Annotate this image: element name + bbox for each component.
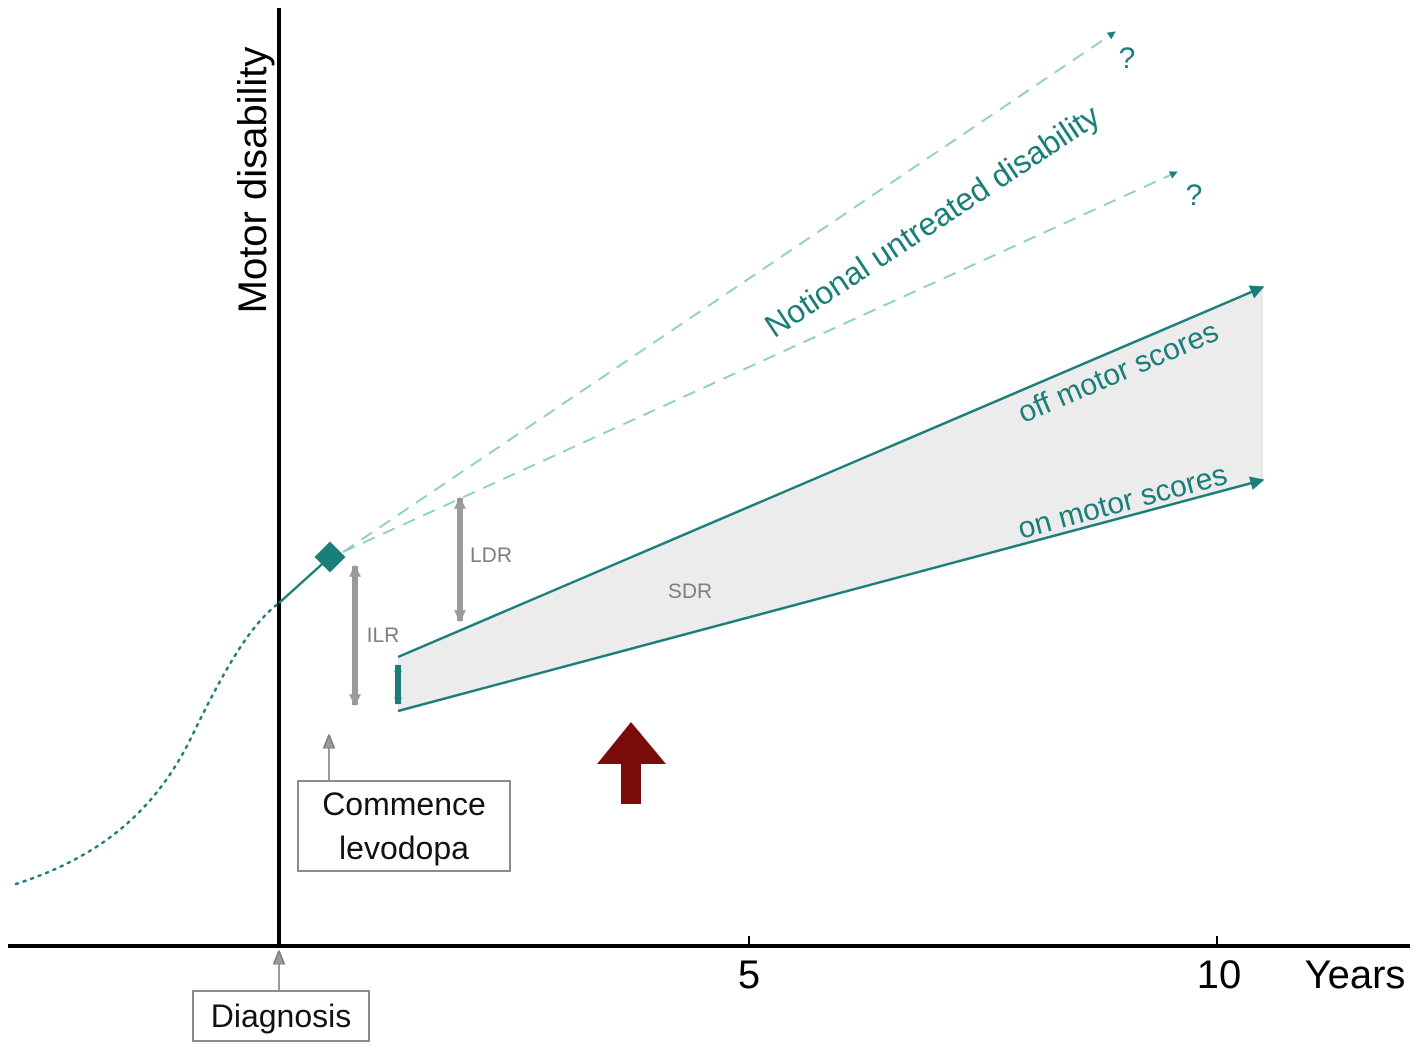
ldr-label: LDR bbox=[470, 544, 512, 567]
sdr-band bbox=[398, 287, 1262, 711]
post-diagnosis-line bbox=[278, 556, 331, 604]
commence-levodopa-line2: levodopa bbox=[339, 830, 469, 866]
x-axis-unit: Years bbox=[1305, 953, 1406, 997]
off-scores-line bbox=[397, 285, 1265, 659]
untreated-upper-dashed bbox=[342, 31, 1116, 553]
levodopa-start-diamond bbox=[314, 541, 346, 573]
x-tick-label-5: 5 bbox=[738, 953, 760, 997]
pre-diagnosis-curve bbox=[14, 601, 281, 886]
commence-levodopa-box: Commence levodopa bbox=[297, 780, 511, 872]
on-scores-line bbox=[397, 476, 1265, 713]
question-mark-lower: ? bbox=[1186, 179, 1203, 212]
diagnosis-label: Diagnosis bbox=[210, 998, 352, 1034]
question-mark-upper: ? bbox=[1119, 42, 1136, 75]
y-axis-label: Motor disability bbox=[231, 47, 275, 314]
x-tick-label-10: 10 bbox=[1197, 953, 1242, 997]
red-up-arrow bbox=[597, 722, 666, 804]
commence-levodopa-line1: Commence bbox=[322, 786, 486, 822]
diagnosis-box: Diagnosis bbox=[192, 990, 370, 1042]
ilr-label: ILR bbox=[367, 624, 400, 647]
sdr-label: SDR bbox=[668, 580, 712, 603]
notional-untreated-label: Notional untreated disability bbox=[758, 97, 1106, 344]
